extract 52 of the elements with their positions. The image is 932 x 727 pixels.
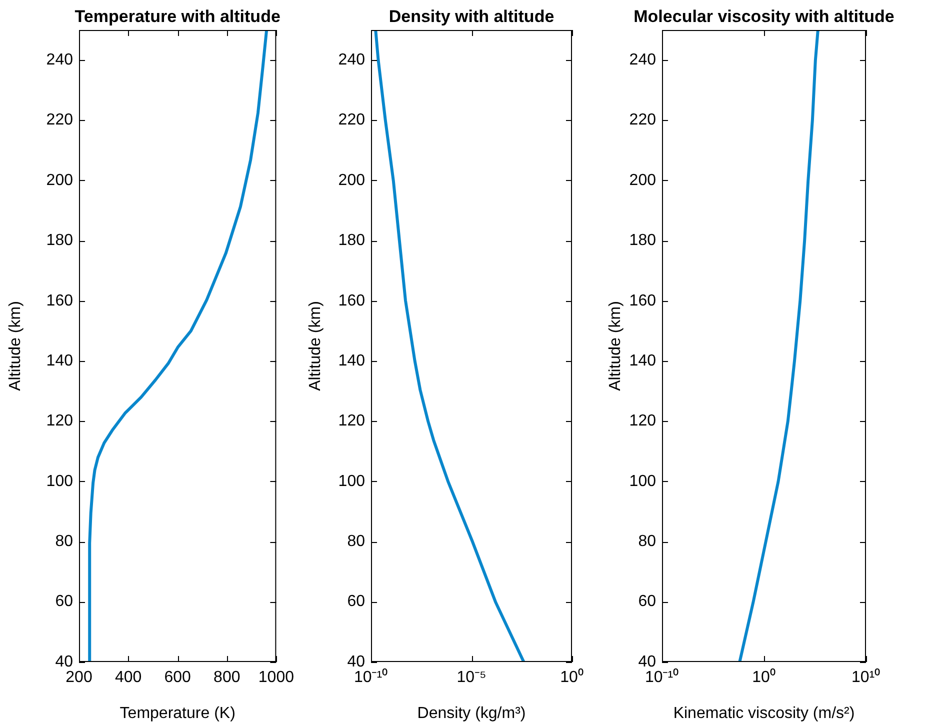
y-tick-label: 60 [347, 593, 366, 610]
y-tick-label: 40 [347, 653, 366, 670]
x-tick-label: 10⁻¹⁰ [354, 668, 388, 686]
y-tick-label: 80 [347, 533, 366, 550]
y-tick-label: 140 [629, 352, 656, 370]
x-tick-label: 600 [164, 669, 192, 686]
y-tick-label: 160 [629, 292, 656, 310]
y-tick-label: 100 [629, 472, 656, 490]
y-tick-label: 180 [338, 232, 366, 250]
y-axis-title: Altitude (km) [607, 301, 624, 391]
y-tick-label: 180 [629, 232, 656, 250]
x-tick-label: 10⁰ [560, 668, 584, 686]
y-tick-label: 60 [638, 593, 656, 610]
x-tick-label: 1000 [258, 669, 294, 686]
y-tick-label: 240 [629, 52, 656, 68]
y-tick-label: 60 [55, 593, 74, 610]
x-tick-label: 10¹⁰ [851, 668, 881, 686]
y-tick-label: 240 [46, 52, 74, 68]
y-tick-label: 240 [338, 52, 366, 68]
y-tick-label: 200 [46, 172, 74, 189]
y-tick-label: 80 [638, 533, 656, 550]
y-tick-label: 200 [629, 172, 656, 189]
y-tick-label: 100 [46, 472, 74, 490]
y-tick-label: 180 [46, 232, 74, 250]
x-tick-label: 10⁰ [752, 668, 776, 686]
x-tick-label: 10⁻¹⁰ [644, 668, 680, 686]
y-tick-label: 160 [46, 292, 74, 310]
y-tick-label: 200 [338, 172, 366, 189]
x-tick-label: 400 [114, 669, 142, 686]
y-tick-label: 220 [338, 112, 366, 129]
y-tick-label: 40 [638, 653, 656, 670]
y-tick-label: 160 [338, 292, 366, 310]
y-tick-label: 120 [46, 412, 74, 430]
y-tick-label: 120 [629, 412, 656, 430]
x-axis-title: Temperature (K) [120, 704, 236, 722]
chart-title: Molecular viscosity with altitude [634, 7, 894, 26]
y-tick-label: 220 [629, 112, 656, 129]
x-axis-title: Density (kg/m³) [417, 704, 526, 722]
y-tick-label: 80 [55, 533, 74, 550]
chart-title: Temperature with altitude [74, 7, 280, 26]
x-tick-label: 800 [214, 669, 240, 686]
x-tick-label: 10⁻⁵ [456, 669, 486, 686]
y-tick-label: 140 [46, 352, 74, 370]
y-axis-title: Altitude (km) [7, 301, 24, 391]
y-tick-label: 100 [338, 472, 366, 490]
y-tick-label: 40 [55, 653, 74, 670]
y-tick-label: 220 [46, 112, 74, 129]
y-tick-label: 140 [338, 352, 366, 370]
y-tick-label: 120 [338, 412, 366, 430]
x-axis-title: Kinematic viscosity (m/s²) [673, 704, 855, 722]
y-axis-title: Altitude (km) [307, 301, 324, 391]
chart-title: Density with altitude [388, 7, 554, 26]
